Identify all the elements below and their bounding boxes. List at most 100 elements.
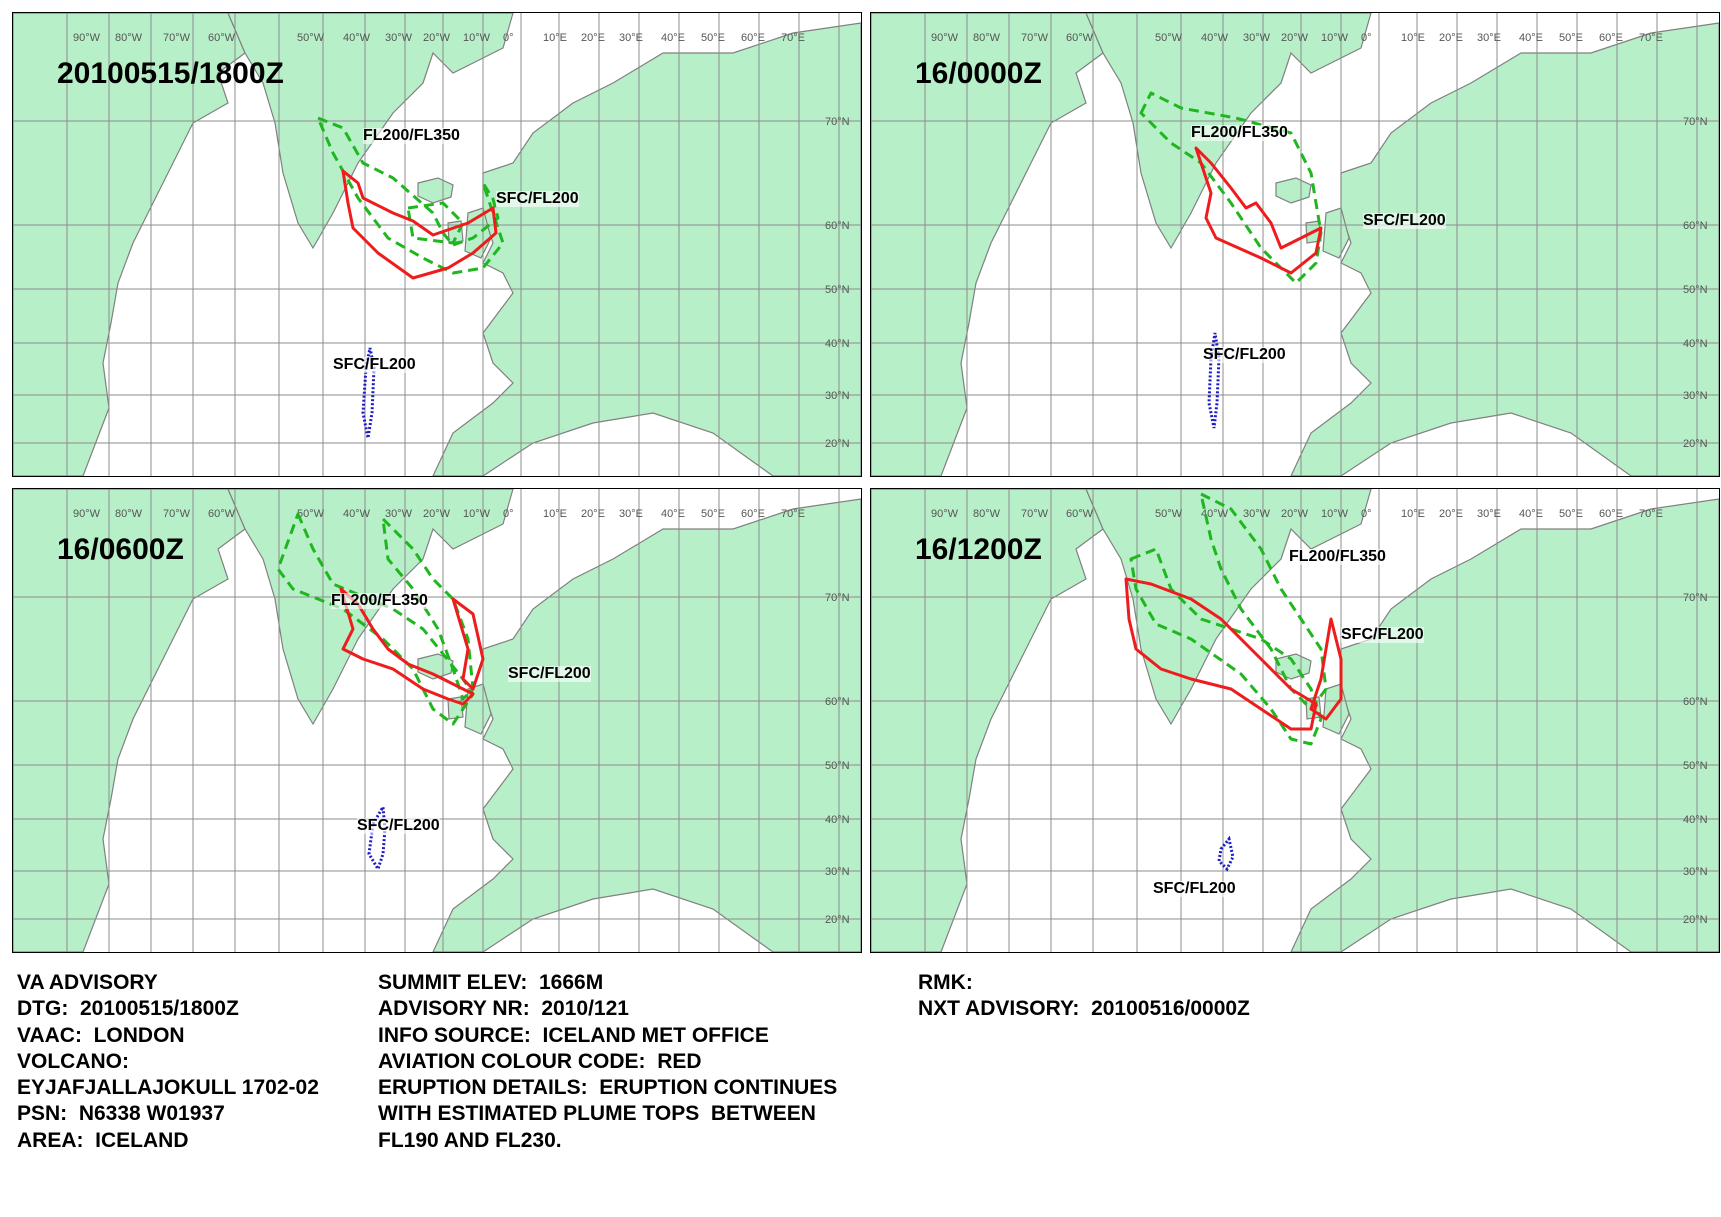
- longitude-label: 20°E: [1439, 32, 1463, 44]
- ash-area-fl200-fl350: [381, 517, 475, 701]
- longitude-label: 60°E: [1599, 32, 1623, 44]
- label-sfc-fl200-south: SFC/FL200: [1203, 346, 1286, 363]
- longitude-label: 60°E: [741, 508, 765, 520]
- latitude-label: 40°N: [825, 814, 850, 826]
- longitude-label: 60°E: [741, 32, 765, 44]
- advisory-line: VA ADVISORY: [17, 971, 158, 994]
- advisory-line: WITH ESTIMATED PLUME TOPS BETWEEN: [378, 1102, 816, 1126]
- longitude-label: 40°E: [661, 508, 685, 520]
- advisory-line: AREA: ICELAND: [17, 1128, 189, 1152]
- longitude-label: 90°W: [73, 508, 101, 520]
- latitude-label: 60°N: [825, 696, 850, 708]
- longitude-label: 20°W: [423, 32, 451, 44]
- land-mass: [871, 13, 1104, 476]
- latitude-label: 40°N: [825, 338, 850, 350]
- label-sfc-fl200-main: SFC/FL200: [508, 665, 591, 682]
- map-panel-3: 50°W 40°W 30°W 20°W 10°W 0° 10°E 20°E 30°E 40°E 50…: [12, 488, 862, 953]
- longitude-label: 50°W: [297, 508, 325, 520]
- land-mass: [1322, 207, 1350, 259]
- longitude-label: 40°W: [1201, 508, 1229, 520]
- label-sfc-fl200-south: SFC/FL200: [333, 356, 416, 373]
- land-mass: [13, 13, 246, 476]
- advisory-line: VAAC: LONDON: [17, 1023, 185, 1047]
- longitude-label: 0°: [503, 508, 514, 520]
- latitude-label: 60°N: [1683, 220, 1708, 232]
- longitude-label: 50°E: [701, 508, 725, 520]
- advisory-line: ADVISORY NR: 2010/121: [378, 997, 629, 1021]
- longitude-label: 10°E: [1401, 508, 1425, 520]
- longitude-label: 50°W: [297, 32, 325, 44]
- latitude-label: 30°N: [825, 390, 850, 402]
- longitude-label: 80°W: [115, 508, 143, 520]
- longitude-label: 30°W: [1243, 508, 1271, 520]
- latitude-label: 60°N: [1683, 696, 1708, 708]
- longitude-label: 10°W: [463, 32, 491, 44]
- latitude-label: 50°N: [1683, 760, 1708, 772]
- longitude-label: 30°E: [1477, 508, 1501, 520]
- ash-area-sfc-fl200: [341, 169, 498, 280]
- advisory-line: DTG: 20100515/1800Z: [17, 997, 239, 1021]
- longitude-label: 40°W: [343, 32, 371, 44]
- ash-area-south: [1217, 835, 1235, 872]
- longitude-label: 80°W: [973, 508, 1001, 520]
- latitude-label: 30°N: [825, 866, 850, 878]
- latitude-label: 50°N: [825, 760, 850, 772]
- longitude-label: 10°E: [543, 508, 567, 520]
- longitude-label: 70°E: [781, 508, 805, 520]
- latitude-label: 50°N: [825, 284, 850, 296]
- latitude-label: 70°N: [1683, 116, 1708, 128]
- map-panel-2: 50°W 40°W 30°W 20°W 10°W 0° 10°E 20°E 30°E 40°E 50…: [870, 12, 1720, 477]
- advisory-line: NXT ADVISORY: 20100516/0000Z: [918, 997, 1250, 1021]
- land-mass: [13, 489, 246, 952]
- longitude-label: 90°W: [931, 508, 959, 520]
- advisory-column-2: SUMMIT ELEV: 1666M ADVISORY NR: 2010/121…: [378, 970, 837, 1154]
- advisory-line: EYJAFJALLAJOKULL 1702-02: [17, 1076, 319, 1100]
- advisory-line: RMK:: [918, 971, 973, 994]
- longitude-label: 90°W: [73, 32, 101, 44]
- longitude-label: 50°E: [1559, 508, 1583, 520]
- ash-area-fl200-fl350: [1129, 547, 1323, 746]
- longitude-label: 40°E: [661, 32, 685, 44]
- longitude-label: 30°W: [1243, 32, 1271, 44]
- advisory-line: VOLCANO:: [17, 1049, 129, 1073]
- label-sfc-fl200-main: SFC/FL200: [1341, 626, 1424, 643]
- map-canvas: 50°W 40°W 30°W 20°W 10°W 0° 10°E 20°E 30°E 40°E 50…: [871, 489, 1719, 952]
- ash-area-fl200-fl350: [406, 201, 465, 245]
- latitude-label: 40°N: [1683, 814, 1708, 826]
- longitude-label: 80°W: [973, 32, 1001, 44]
- latitude-label: 30°N: [1683, 866, 1708, 878]
- longitude-label: 0°: [1361, 508, 1372, 520]
- latitude-label: 40°N: [1683, 338, 1708, 350]
- label-fl200-fl350: FL200/FL350: [331, 592, 428, 609]
- longitude-label: 60°E: [1599, 508, 1623, 520]
- map-canvas: 50°W 40°W 30°W 20°W 10°W 0° 10°E 20°E 30°E 40°E 50…: [13, 489, 861, 952]
- ash-area-sfc-fl200: [1124, 577, 1318, 731]
- latitude-label: 20°N: [1683, 438, 1708, 450]
- longitude-label: 60°W: [1066, 508, 1094, 520]
- label-sfc-fl200-south: SFC/FL200: [357, 817, 440, 834]
- longitude-label: 30°W: [385, 508, 413, 520]
- advisory-line: ERUPTION DETAILS: ERUPTION CONTINUES: [378, 1076, 838, 1100]
- ash-area-south: [361, 347, 376, 439]
- longitude-label: 0°: [1361, 32, 1372, 44]
- land-mass: [417, 177, 454, 204]
- label-sfc-fl200-main: SFC/FL200: [1363, 212, 1446, 229]
- longitude-label: 30°W: [385, 32, 413, 44]
- ash-area-fl200-fl350: [1199, 492, 1328, 711]
- longitude-label: 40°E: [1519, 508, 1543, 520]
- longitude-label: 20°W: [1281, 508, 1309, 520]
- map-panel-4: 50°W 40°W 30°W 20°W 10°W 0° 10°E 20°E 30°E 40°E 50…: [870, 488, 1720, 953]
- latitude-label: 30°N: [1683, 390, 1708, 402]
- land-mass: [1275, 177, 1312, 204]
- longitude-label: 20°E: [1439, 508, 1463, 520]
- label-fl200-fl350: FL200/FL350: [1191, 124, 1288, 141]
- longitude-label: 60°W: [1066, 32, 1094, 44]
- ash-area-sfc-fl200: [451, 597, 485, 691]
- longitude-label: 70°E: [1639, 508, 1663, 520]
- ash-area-sfc-fl200: [1309, 617, 1343, 721]
- advisory-column-1: VA ADVISORY DTG: 20100515/1800Z VAAC: LO…: [17, 970, 319, 1154]
- ash-area-fl200-fl350: [316, 116, 505, 275]
- label-fl200-fl350: FL200/FL350: [363, 127, 460, 144]
- longitude-label: 10°E: [543, 32, 567, 44]
- label-sfc-fl200-main: SFC/FL200: [496, 190, 579, 207]
